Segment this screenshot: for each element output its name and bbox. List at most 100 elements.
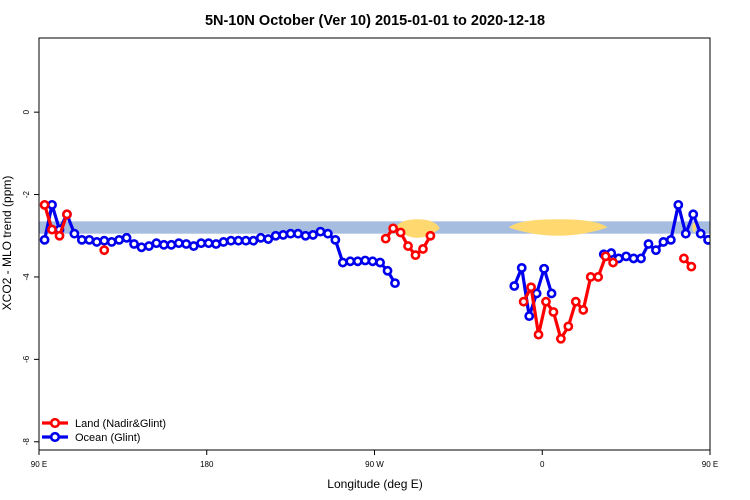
data-point [248,235,259,246]
land-mask-region [692,222,697,233]
data-point [84,234,95,245]
data-point [608,257,618,268]
data-point [548,307,559,317]
data-point [533,329,544,340]
data-point [62,209,72,220]
data-point [39,234,50,245]
data-point [388,223,399,234]
data-point [621,251,632,262]
data-point [233,235,244,246]
data-point [196,238,207,249]
data-point [285,228,296,239]
data-point [166,239,177,250]
data-point [665,234,676,245]
data-point [600,251,611,262]
data-point [76,234,87,245]
x-axis-ticks: 90 E 180 90 W 0 90 E [31,450,718,469]
data-point [278,230,289,240]
data-point [526,282,536,293]
x-tick-label: 90 E [702,460,718,469]
data-point [395,227,406,238]
data-point [680,228,691,239]
legend-label: Ocean (Glint) [75,432,140,444]
data-point [658,237,669,247]
data-point [129,239,139,249]
data-point [47,224,57,235]
data-point [734,232,741,239]
data-point [99,235,110,246]
data-point [719,238,726,245]
data-point [636,253,646,264]
data-point [516,262,527,273]
data-point [509,281,520,291]
data-point [255,232,266,243]
data-point [524,311,535,321]
series-line [707,238,710,243]
data-point [151,238,162,249]
data-point [203,238,214,249]
data-point [300,230,311,241]
land-mask-region [508,219,608,236]
y-tick-label: -8 [22,438,31,446]
data-point [173,238,184,249]
legend-swatch-marker [49,417,61,429]
data-point [593,272,604,282]
y-tick-label: -2 [22,190,31,198]
x-tick-label: 90 E [31,460,47,469]
data-point [380,233,391,244]
y-tick-label: 0 [22,109,31,114]
legend-label: Land (Nadir&Glint) [75,418,166,430]
plot-area [38,37,749,451]
data-point [106,237,117,247]
y-axis-ticks: 0 -2 -4 -6 -8 [22,109,39,445]
data-point [226,235,236,246]
data-point [69,228,80,239]
data-point [390,278,400,289]
data-point [703,234,710,245]
data-point [330,234,341,245]
legend-item: Land (Nadir&Glint) [42,417,166,430]
data-point [323,228,333,239]
data-point [218,237,229,247]
data-point [47,199,57,210]
data-point [308,230,318,240]
x-axis-label: Longitude (deg E) [327,477,422,491]
data-point [518,296,529,307]
y-tick-label: -6 [22,355,31,363]
data-point [91,237,102,247]
data-point [688,209,699,220]
data-point [144,241,154,251]
data-point [651,245,661,256]
data-point [263,234,274,244]
data-point [570,296,581,307]
x-tick-label: 90 W [365,460,384,469]
data-point [546,288,557,299]
data-point [712,238,719,245]
data-point [367,256,378,267]
data-point [643,239,654,249]
data-point [181,239,192,249]
data-point [418,244,428,254]
data-point [270,230,281,241]
data-point [121,232,132,243]
data-point [293,228,303,239]
land-mask-region [731,223,735,231]
data-point [114,234,125,245]
data-point [315,226,326,237]
data-point [410,250,421,261]
data-point [54,230,65,241]
data-point [382,265,393,276]
data-point [585,272,596,282]
data-point [136,242,147,253]
data-point [541,296,551,307]
chart-title: 5N-10N October (Ver 10) 2015-01-01 to 20… [205,13,545,29]
x-tick-label: 0 [540,460,545,469]
y-tick-label: -4 [22,273,31,281]
data-point [742,234,749,241]
legend-swatch-marker [49,431,61,443]
legend-item: Ocean (Glint) [42,431,140,444]
data-point [337,257,348,268]
data-point [578,305,589,315]
data-point [240,235,251,246]
